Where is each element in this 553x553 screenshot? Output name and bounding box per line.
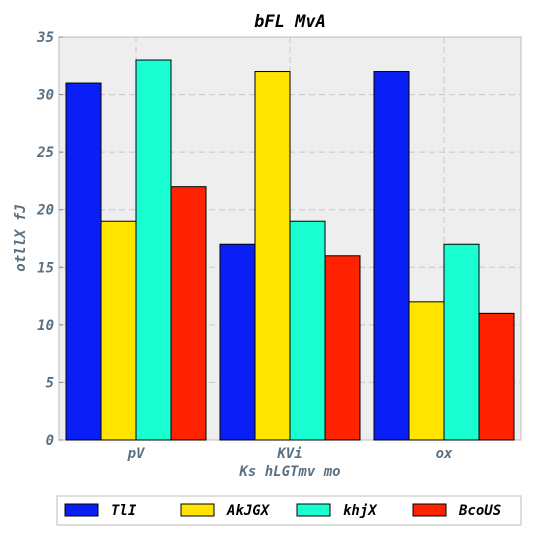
legend-label: BcoUS [458,503,501,519]
y-axis-label: otllX fJ [13,204,29,271]
legend-swatch [412,503,447,517]
y-tick-label: 35 [36,30,54,46]
x-axis-label: Ks hLGTmv mo [238,464,340,480]
legend-swatch [296,503,331,517]
bar [478,312,515,441]
y-tick-label: 10 [37,318,54,334]
bar [219,243,256,441]
y-tick-label: 15 [37,260,54,276]
bar [254,71,291,441]
bar [373,71,410,441]
y-tick-label: 30 [36,88,54,104]
bars [65,59,515,441]
legend-label: TlI [111,503,137,519]
x-axis-ticks: pV KVi ox [127,446,453,462]
y-tick-label: 25 [36,145,54,161]
x-tick-label: ox [436,446,453,462]
chart-title: bFL MvA [254,12,326,32]
x-tick-label: KVi [276,446,302,462]
bar [324,255,361,441]
legend-swatch [64,503,99,517]
bar [170,186,207,441]
bar [100,220,137,441]
bar [135,59,172,441]
legend: TlI AkJGX khjX BcoUS [56,495,522,526]
x-tick-label: pV [127,446,146,462]
bar [443,243,480,441]
y-tick-label: 20 [36,203,54,219]
legend-label: AkJGX [226,503,271,519]
bar [289,220,326,441]
y-axis-ticks: 0 5 10 15 20 25 30 35 [36,30,63,449]
legend-label: khjX [343,503,378,519]
bar [408,301,445,441]
bar [65,82,102,441]
y-tick-label: 5 [46,375,54,391]
y-tick-label: 0 [46,433,54,449]
legend-swatch [180,503,215,517]
